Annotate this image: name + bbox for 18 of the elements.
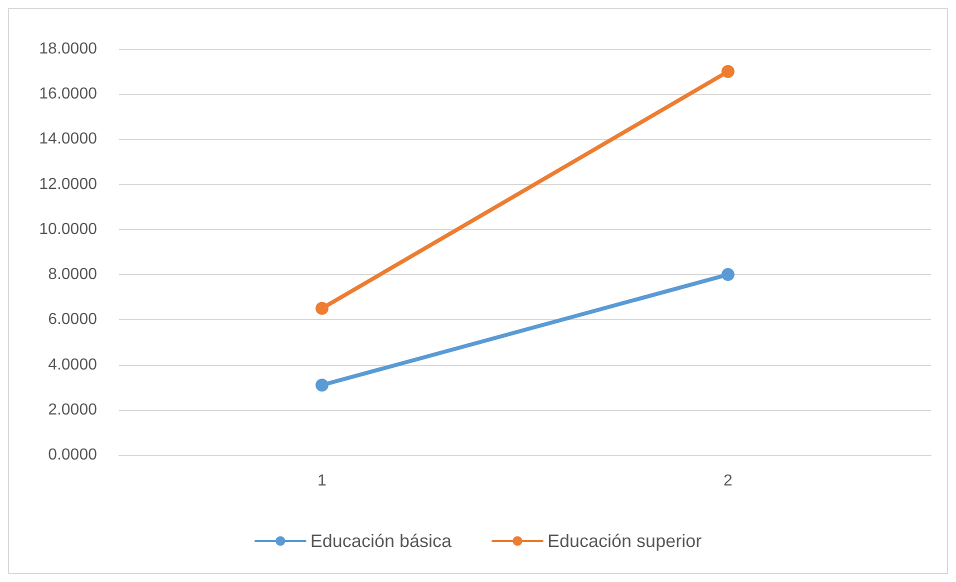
y-tick-label: 4.0000 — [48, 356, 98, 374]
point — [722, 268, 734, 282]
point — [316, 302, 328, 315]
y-tick-label: 18.0000 — [39, 40, 98, 58]
y-tick-label: 0.0000 — [48, 446, 98, 464]
y-tick-label: 12.0000 — [39, 176, 98, 193]
y-tick-label: 8.0000 — [48, 266, 98, 284]
point — [722, 65, 734, 78]
y-tick-label: 2.0000 — [48, 401, 98, 418]
legend-label: Educación superior — [548, 531, 702, 551]
y-tick-label: 16.0000 — [39, 86, 98, 103]
legend-label: Educación básica — [310, 531, 452, 551]
y-tick-label: 10.0000 — [39, 220, 98, 238]
x-tick-label: 2 — [724, 472, 733, 490]
x-tick-label: 1 — [318, 472, 327, 490]
y-tick-label: 14.0000 — [39, 130, 98, 148]
point — [316, 378, 328, 392]
y-tick-label: 6.0000 — [48, 311, 98, 328]
